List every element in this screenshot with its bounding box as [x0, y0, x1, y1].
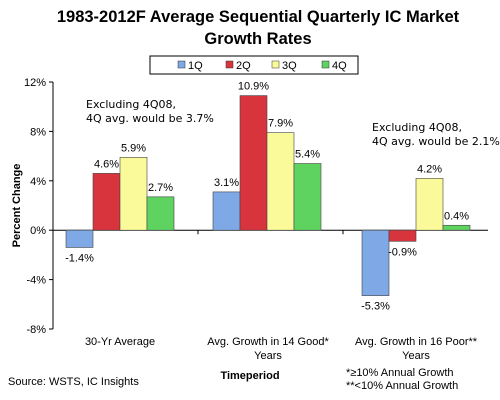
data-label-2Q-2: -0.9%	[388, 246, 417, 258]
legend-swatch-3Q	[271, 60, 280, 69]
legend-swatch-1Q	[177, 60, 186, 69]
y-tick-label: -8%	[26, 324, 46, 336]
y-tick-label: 12%	[24, 77, 46, 89]
y-tick-label: -4%	[26, 275, 46, 287]
y-tick-label: 4%	[30, 176, 46, 188]
source-note: Source: WSTS, IC Insights	[8, 376, 139, 388]
bar-4Q-2	[442, 224, 471, 231]
data-label-4Q-0: 2.7%	[148, 182, 173, 194]
bar-1Q-0	[65, 229, 94, 248]
data-label-3Q-2: 4.2%	[417, 163, 442, 175]
data-label-4Q-2: 0.4%	[444, 210, 469, 222]
bar-1Q-1	[212, 191, 241, 231]
footnote: *≥10% Annual Growth	[346, 367, 454, 379]
legend-label-3Q: 3Q	[282, 60, 297, 72]
bar-2Q-1	[239, 95, 268, 231]
legend-label-2Q: 2Q	[236, 60, 251, 72]
data-label-1Q-2: -5.3%	[361, 301, 390, 313]
legend-label-1Q: 1Q	[188, 60, 203, 72]
bar-3Q-0	[119, 157, 148, 231]
bar-1Q-2	[361, 229, 390, 296]
x-category-label: Years	[254, 350, 282, 362]
annotation-text: 4Q avg. would be 2.1%	[372, 135, 500, 148]
y-axis-label: Percent Change	[11, 164, 23, 248]
legend-swatch-2Q	[225, 60, 234, 69]
annotation-text: Excluding 4Q08,	[372, 121, 462, 134]
footnote: **<10% Annual Growth	[346, 380, 458, 392]
x-category-label: Avg. Growth in 14 Good*	[207, 336, 329, 348]
bar-3Q-1	[266, 132, 295, 231]
bar-4Q-1	[293, 163, 322, 231]
data-label-3Q-1: 7.9%	[268, 118, 293, 130]
data-label-1Q-1: 3.1%	[214, 177, 239, 189]
x-axis-label: Timeperiod	[220, 370, 279, 382]
bar-3Q-2	[415, 178, 444, 231]
data-label-1Q-0: -1.4%	[65, 252, 94, 264]
bar-2Q-0	[92, 173, 121, 231]
annotation-text: 4Q avg. would be 3.7%	[86, 112, 214, 125]
x-category-label: Avg. Growth in 16 Poor**	[355, 336, 478, 348]
chart-title-line: 1983-2012F Average Sequential Quarterly …	[57, 8, 460, 26]
legend-swatch-4Q	[321, 60, 330, 69]
y-tick-label: 0%	[30, 225, 46, 237]
y-tick-label: 8%	[30, 126, 46, 138]
bar-2Q-2	[388, 229, 417, 242]
data-label-2Q-0: 4.6%	[94, 158, 119, 170]
annotation-text: Excluding 4Q08,	[86, 98, 176, 111]
x-category-label: Years	[402, 350, 430, 362]
data-label-4Q-1: 5.4%	[295, 149, 320, 161]
legend-box	[149, 55, 359, 75]
data-label-3Q-0: 5.9%	[121, 142, 146, 154]
chart-title-line: Growth Rates	[204, 30, 311, 48]
bar-4Q-0	[146, 196, 175, 231]
data-label-2Q-1: 10.9%	[238, 81, 269, 93]
x-category-label: 30-Yr Average	[85, 336, 155, 348]
legend-label-4Q: 4Q	[332, 60, 347, 72]
